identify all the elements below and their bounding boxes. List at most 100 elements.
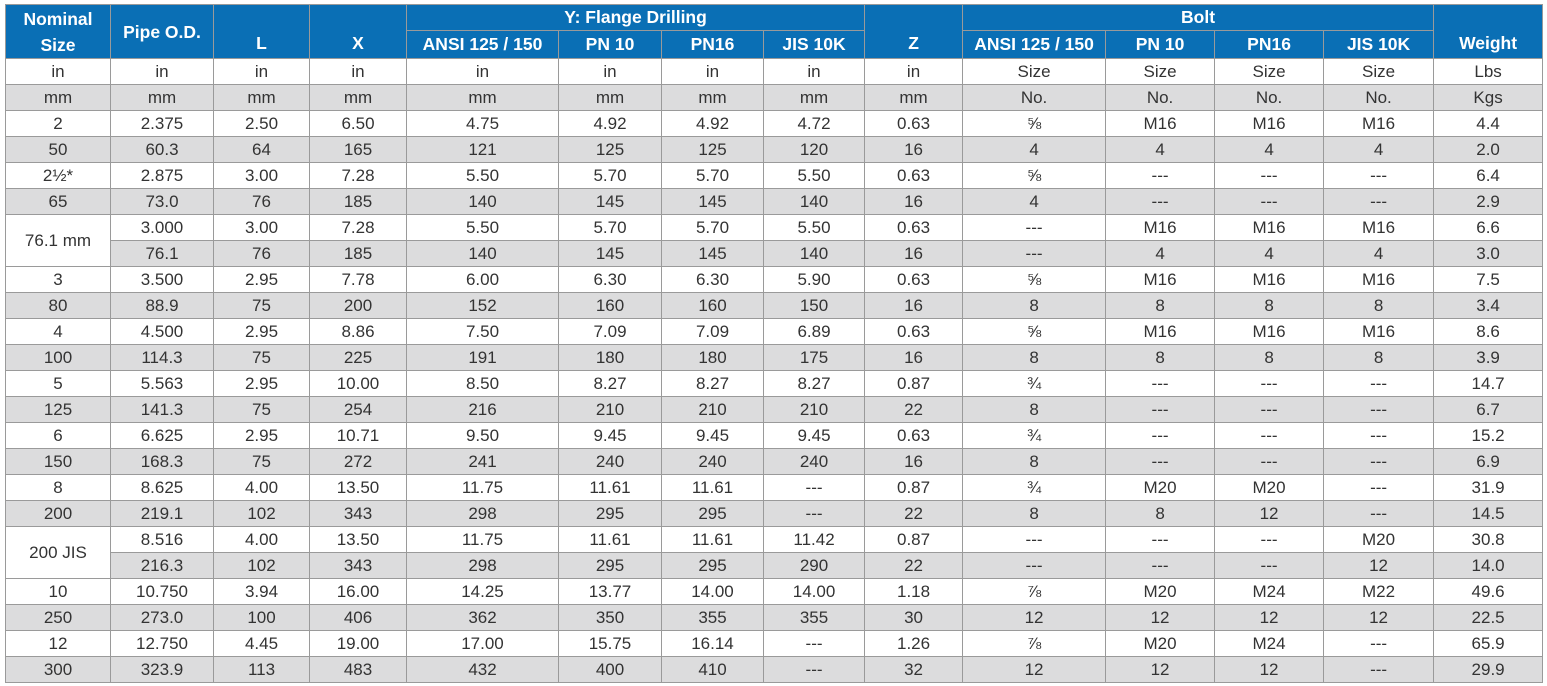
table-cell: 4 xyxy=(962,136,1107,163)
table-cell: 13.50 xyxy=(309,474,407,501)
nominal-size-cell: 3 xyxy=(5,266,111,293)
table-cell: 6.30 xyxy=(558,266,662,293)
table-cell: 88.9 xyxy=(110,292,214,319)
table-cell: 7.09 xyxy=(558,318,662,345)
table-cell: 5.70 xyxy=(558,162,662,189)
table-cell: --- xyxy=(762,656,866,683)
table-cell: 7.28 xyxy=(309,214,407,241)
table-cell: 219.1 xyxy=(110,500,214,527)
table-cell: 14.00 xyxy=(762,578,866,605)
table-cell: 9.45 xyxy=(661,422,764,449)
table-cell: 8 xyxy=(962,448,1107,475)
table-cell: in xyxy=(110,58,214,85)
col-bolt-jis10k: JIS 10K xyxy=(1323,30,1435,59)
table-cell: 406 xyxy=(309,604,407,631)
table-cell: 102 xyxy=(213,500,310,527)
table-cell: 3.4 xyxy=(1433,292,1544,319)
table-cell: 1.26 xyxy=(864,630,964,657)
table-cell: 6.9 xyxy=(1433,448,1544,475)
table-cell: 298 xyxy=(406,552,559,579)
nominal-size-cell: 150 xyxy=(5,448,111,475)
table-cell: 16.14 xyxy=(661,630,764,657)
table-cell: 272 xyxy=(309,448,407,475)
table-cell: 16 xyxy=(864,188,964,215)
table-cell: 4 xyxy=(1214,240,1325,267)
table-cell: 30 xyxy=(864,604,964,631)
table-cell: 11.61 xyxy=(661,474,764,501)
table-cell: 14.5 xyxy=(1433,500,1544,527)
table-cell: 11.61 xyxy=(558,526,662,553)
table-cell: --- xyxy=(1214,422,1325,449)
table-cell: 2.95 xyxy=(213,266,310,293)
table-cell: 73.0 xyxy=(110,188,214,215)
table-cell: --- xyxy=(1214,552,1325,579)
table-cell: 210 xyxy=(661,396,764,423)
col-l: L xyxy=(213,4,310,59)
table-cell: 60.3 xyxy=(110,136,214,163)
nominal-size-cell: 50 xyxy=(5,136,111,163)
table-row: 6 6.625 2.95 10.71 9.50 9.45 9.45 9.45 0.63 ¾ --- -… xyxy=(5,422,1544,449)
table-cell: 8 xyxy=(1323,292,1435,319)
table-cell: 8.50 xyxy=(406,370,559,397)
table-row: 8 8.625 4.00 13.50 11.75 11.61 11.61 --- 0.87 ¾ M2… xyxy=(5,474,1544,501)
table-cell: M16 xyxy=(1214,110,1325,137)
table-cell: 16 xyxy=(864,448,964,475)
table-cell: 4.92 xyxy=(558,110,662,137)
table-row: 76.1 mm 3.000 3.00 7.28 5.50 5.70 5.70 5.50 0.63… xyxy=(5,214,1544,267)
table-cell: 11.75 xyxy=(406,474,559,501)
table-cell: 323.9 xyxy=(110,656,214,683)
table-cell: in xyxy=(309,58,407,85)
table-cell: ⅞ xyxy=(962,630,1107,657)
table-cell: 0.63 xyxy=(864,162,964,189)
col-nominal-size: Nominal Size xyxy=(5,4,111,59)
table-cell: 5.50 xyxy=(762,214,866,241)
table-cell: 3.0 xyxy=(1433,240,1544,267)
nominal-size-cell: 2 xyxy=(5,110,111,137)
table-row: 50 60.3 64 165 121 125 125 120 16 4 4 4 4 2.0 xyxy=(5,136,1544,163)
table-cell: 6.625 xyxy=(110,422,214,449)
table-cell: 3.9 xyxy=(1433,344,1544,371)
table-cell: --- xyxy=(1214,370,1325,397)
nominal-size-cell: 250 xyxy=(5,604,111,631)
table-cell: 75 xyxy=(213,448,310,475)
table-cell: 8 xyxy=(1214,344,1325,371)
table-cell: 16 xyxy=(864,292,964,319)
table-cell: 100 xyxy=(213,604,310,631)
table-cell: ⅞ xyxy=(962,578,1107,605)
table-cell: 0.87 xyxy=(864,474,964,501)
table-cell: 240 xyxy=(661,448,764,475)
table-cell: 273.0 xyxy=(110,604,214,631)
table-cell: 5.70 xyxy=(661,214,764,241)
table-cell: 225 xyxy=(309,344,407,371)
table-cell: 22 xyxy=(864,396,964,423)
table-cell: M20 xyxy=(1105,578,1216,605)
table-cell: 6.50 xyxy=(309,110,407,137)
table-cell: 3.94 xyxy=(213,578,310,605)
table-cell: 295 xyxy=(558,552,662,579)
table-cell: 400 xyxy=(558,656,662,683)
table-cell: 7.5 xyxy=(1433,266,1544,293)
table-cell: --- xyxy=(1323,396,1435,423)
table-cell: 7.78 xyxy=(309,266,407,293)
col-y-pn16: PN16 xyxy=(661,30,764,59)
table-cell: 4.500 xyxy=(110,318,214,345)
table-cell: 343 xyxy=(309,552,407,579)
col-y-pn10: PN 10 xyxy=(558,30,662,59)
table-cell: 343 xyxy=(309,500,407,527)
table-cell: 8 xyxy=(962,344,1107,371)
table-cell: M16 xyxy=(1214,318,1325,345)
table-cell: 8.6 xyxy=(1433,318,1544,345)
table-cell: No. xyxy=(1214,84,1325,111)
table-cell: 2.95 xyxy=(213,422,310,449)
table-cell: 8 xyxy=(1105,292,1216,319)
table-cell: 12 xyxy=(962,604,1107,631)
table-cell: --- xyxy=(762,500,866,527)
table-cell: 8 xyxy=(962,292,1107,319)
table-cell: 2.9 xyxy=(1433,188,1544,215)
nominal-size-cell: 6 xyxy=(5,422,111,449)
table-cell: No. xyxy=(1323,84,1435,111)
table-cell: 4.4 xyxy=(1433,110,1544,137)
nominal-size-cell: 100 xyxy=(5,344,111,371)
col-bolt-ansi: ANSI 125 / 150 xyxy=(962,30,1107,59)
table-cell: 3.000 xyxy=(110,214,214,241)
